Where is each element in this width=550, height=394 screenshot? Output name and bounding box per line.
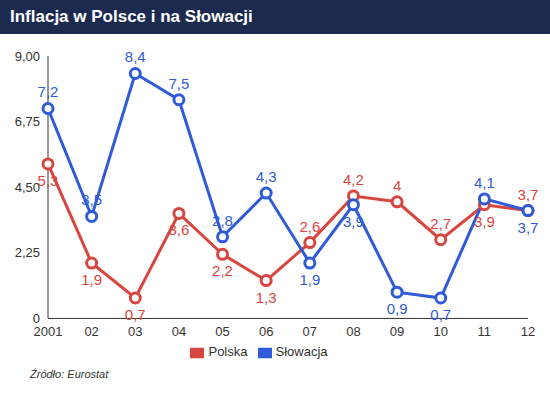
svg-text:2,8: 2,8 — [212, 212, 233, 229]
svg-text:3,5: 3,5 — [81, 191, 102, 208]
svg-text:3,6: 3,6 — [168, 221, 189, 238]
svg-text:05: 05 — [215, 324, 229, 339]
svg-text:0,7: 0,7 — [125, 306, 146, 323]
svg-text:8,4: 8,4 — [125, 48, 146, 65]
svg-text:1,9: 1,9 — [81, 271, 102, 288]
svg-text:03: 03 — [128, 324, 142, 339]
svg-text:5,3: 5,3 — [38, 172, 59, 189]
svg-text:06: 06 — [259, 324, 273, 339]
svg-text:11: 11 — [478, 324, 492, 339]
svg-text:2,7: 2,7 — [430, 215, 451, 232]
svg-text:2,6: 2,6 — [299, 218, 320, 235]
svg-text:10: 10 — [433, 324, 447, 339]
svg-text:08: 08 — [346, 324, 360, 339]
svg-text:07: 07 — [303, 324, 317, 339]
html-text:Inflacja w Polsce i na Słowacj: Inflacja w Polsce i na Słowacji — [10, 7, 253, 26]
svg-text:3,7: 3,7 — [518, 219, 539, 236]
svg-text:9,00: 9,00 — [15, 49, 40, 64]
svg-text:3,9: 3,9 — [343, 213, 364, 230]
svg-text:2,25: 2,25 — [15, 245, 40, 260]
svg-text:3,7: 3,7 — [518, 186, 539, 203]
html-text:Słowacja: Słowacja — [275, 344, 328, 360]
html-text:Polska: Polska — [208, 344, 248, 360]
svg-text:4,2: 4,2 — [343, 171, 364, 188]
svg-text:1,3: 1,3 — [256, 289, 277, 306]
svg-text:0: 0 — [33, 311, 40, 326]
svg-text:2,2: 2,2 — [212, 262, 233, 279]
svg-text:2001: 2001 — [33, 323, 63, 339]
svg-text:4,50: 4,50 — [15, 180, 40, 195]
svg-text:4,3: 4,3 — [256, 168, 277, 185]
svg-text:6,75: 6,75 — [15, 114, 40, 129]
svg-text:0,7: 0,7 — [430, 306, 451, 323]
svg-text:02: 02 — [84, 324, 98, 339]
svg-text:09: 09 — [390, 324, 404, 339]
svg-text:7,2: 7,2 — [38, 83, 59, 100]
svg-text:12: 12 — [521, 324, 535, 339]
svg-text:7,5: 7,5 — [168, 75, 189, 92]
svg-text:1,9: 1,9 — [299, 271, 320, 288]
svg-text:4,1: 4,1 — [474, 174, 495, 191]
svg-text:04: 04 — [172, 324, 186, 339]
svg-text:4: 4 — [393, 177, 401, 194]
svg-text:0,9: 0,9 — [387, 300, 408, 317]
svg-text:3,9: 3,9 — [474, 213, 495, 230]
html-text:Źródło: Eurostat: Źródło: Eurostat — [30, 368, 109, 380]
